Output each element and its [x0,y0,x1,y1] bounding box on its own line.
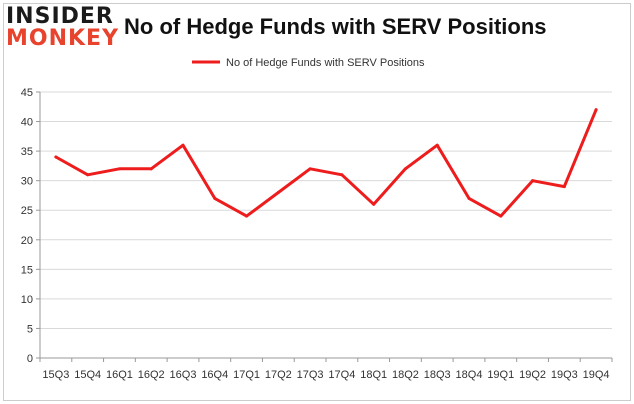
data-point [403,167,407,171]
y-tick-label: 30 [21,176,33,188]
data-point [340,173,344,177]
data-point [245,214,249,218]
x-tick-label: 18Q3 [424,369,451,381]
data-point [562,185,566,189]
x-tick-label: 17Q3 [297,369,324,381]
x-tick-label: 18Q2 [392,369,419,381]
data-point [213,196,217,200]
x-tick-label: 17Q2 [265,369,292,381]
data-point [117,167,121,171]
x-tick-label: 17Q1 [233,369,260,381]
data-point [531,179,535,183]
data-point [372,202,376,206]
legend: No of Hedge Funds with SERV Positions [192,57,425,69]
x-tick-label: 16Q4 [201,369,228,381]
x-tick-label: 19Q1 [487,369,514,381]
data-point [276,190,280,194]
axes: 0 5 10 15 20 25 30 35 40 45 15Q3 15Q4 16Q1 16Q2 16Q3 16… [21,87,613,381]
x-tick-label: 17Q4 [328,369,355,381]
y-tick-label: 45 [21,87,33,99]
logo-text-insider: INSIDER [6,4,114,29]
data-point [594,108,598,112]
y-tick-label: 0 [27,353,33,365]
x-tick-label: 19Q4 [583,369,610,381]
x-tick-label: 15Q4 [74,369,101,381]
data-point [308,167,312,171]
x-tick-label: 18Q1 [360,369,387,381]
series-line [54,108,598,218]
x-tick-label: 19Q2 [519,369,546,381]
legend-label: No of Hedge Funds with SERV Positions [226,57,425,69]
x-tick-label: 18Q4 [456,369,483,381]
series-layer [54,108,598,218]
logo-text-monkey: MONKEY [6,26,120,51]
y-tick-label: 20 [21,235,33,247]
data-point [149,167,153,171]
y-tick-label: 25 [21,205,33,217]
data-point [54,155,58,159]
x-tick-label: 16Q3 [170,369,197,381]
data-point [435,143,439,147]
y-tick-label: 40 [21,117,33,129]
chart-border [3,3,631,401]
x-tick-label: 16Q1 [106,369,133,381]
y-tick-label: 5 [27,323,33,335]
y-tick-label: 10 [21,294,33,306]
data-point [181,143,185,147]
x-tick-label: 19Q3 [551,369,578,381]
chart-title: No of Hedge Funds with SERV Positions [124,14,547,39]
data-point [499,214,503,218]
x-tick-label: 15Q3 [42,369,69,381]
grid-lines [40,91,612,329]
data-point [86,173,90,177]
y-tick-label: 15 [21,264,33,276]
y-tick-label: 35 [21,146,33,158]
data-point [467,196,471,200]
insider-monkey-logo: INSIDER MONKEY [6,4,118,50]
x-tick-label: 16Q2 [138,369,165,381]
